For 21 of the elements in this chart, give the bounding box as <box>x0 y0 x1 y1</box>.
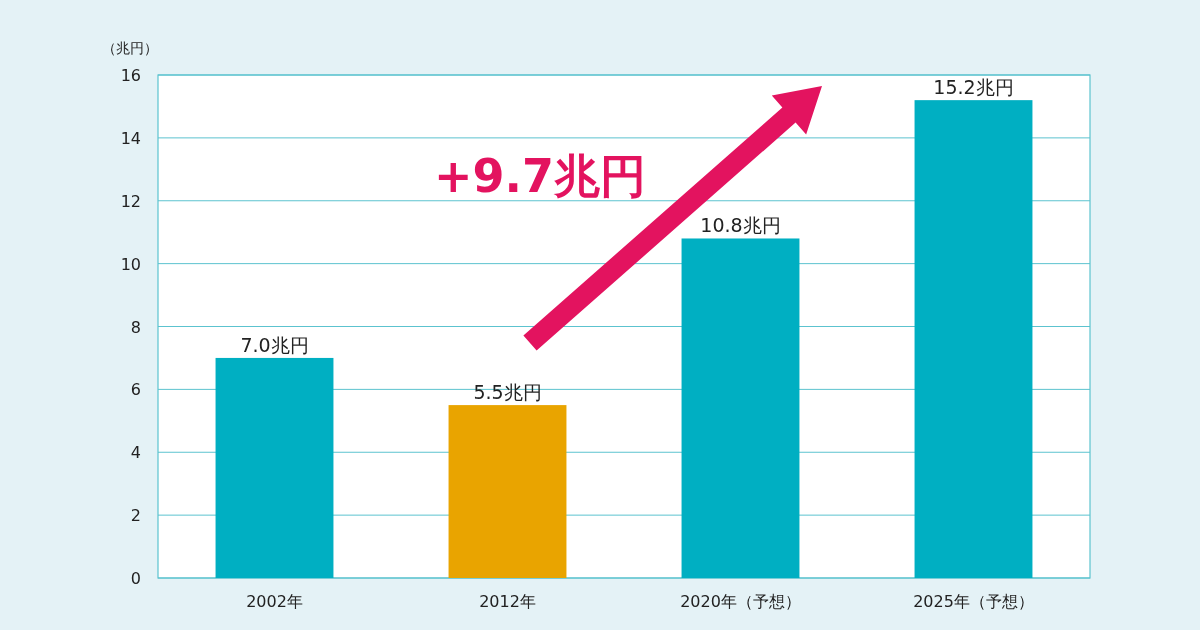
y-axis-title: （兆円） <box>102 40 158 56</box>
y-tick-label: 6 <box>130 380 141 400</box>
data-label: 15.2兆円 <box>933 76 1014 99</box>
data-label: 7.0兆円 <box>240 333 309 356</box>
y-tick-label: 4 <box>130 443 141 463</box>
y-tick-label: 2 <box>130 506 141 526</box>
y-tick-label: 8 <box>130 317 141 337</box>
data-label: 10.8兆円 <box>700 214 781 237</box>
y-tick-label: 10 <box>120 254 141 274</box>
bar <box>448 405 567 578</box>
annotation: +9.7兆円 <box>433 149 647 203</box>
bar <box>914 100 1033 578</box>
bar <box>215 357 334 578</box>
x-tick-label: 2025年（予想） <box>913 592 1034 611</box>
y-tick-label: 12 <box>120 191 141 211</box>
x-tick-label: 2020年（予想） <box>680 592 801 611</box>
y-tick-label: 0 <box>130 569 141 588</box>
y-tick-label: 14 <box>120 128 141 148</box>
x-tick-label: 2002年 <box>246 592 303 611</box>
x-tick-label: 2012年 <box>479 592 536 611</box>
y-tick-label: 16 <box>120 66 141 85</box>
